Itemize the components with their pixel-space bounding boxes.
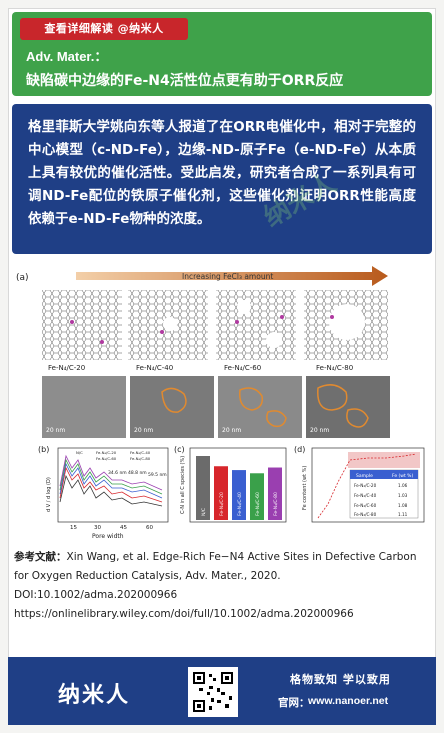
refs-citation: Xin Wang, et al. Edge‐Rich Fe−N4 Active … <box>14 551 417 582</box>
tem-c40 <box>130 376 214 438</box>
refs-doi: DOI:10.1002/adma.202000966 <box>14 589 178 601</box>
figure-panel: (a) Increasing FeCl₃ amount Fe-N₄/C-20 F… <box>12 262 432 540</box>
plot-d-row-2-sample: Fe-N₄/C-40 <box>354 493 377 498</box>
plot-b-legend-c60: Fe-N₄/C-60 <box>96 456 117 461</box>
plot-b-xtick-15: 15 <box>70 525 77 531</box>
plot-c-bars: N/C Fe-N₄/C-20 Fe-N₄/C-40 Fe-N₄/C-60 Fe-N₄/C… <box>196 456 282 520</box>
footer-banner: 纳米人 格物致知 学以致用 官网： www.nanoer.net <box>8 657 436 725</box>
plot-d-th-fe: Fe (wt %) <box>392 473 413 479</box>
journal-name: Adv. Mater.： <box>26 49 108 64</box>
qr-code-graphic <box>191 670 235 714</box>
plot-c-bar-label-0: N/C <box>201 508 207 516</box>
plot-c-bar-2 <box>232 470 246 520</box>
panel-a-label: (a) <box>16 273 29 283</box>
model-c60-hole-2 <box>266 332 282 348</box>
plot-d-ylabel: Fe content (wt %) <box>302 466 308 510</box>
refs-label: 参考文献： <box>14 551 67 563</box>
plot-b-series-c60 <box>59 458 163 495</box>
refs-url[interactable]: https://onlinelibrary.wiley.com/doi/full… <box>14 608 354 620</box>
plot-d-table-header-bg <box>350 470 418 479</box>
plot-c-bar-3 <box>250 473 264 520</box>
site-link[interactable]: www.nanoer.net <box>308 695 389 707</box>
plot-b-xtick-30: 30 <box>94 525 101 531</box>
summary-box: 格里菲斯大学姚向东等人报道了在ORR电催化中，相对于完整的中心模型（c-ND-F… <box>12 104 432 254</box>
plot-c-frame <box>189 447 287 523</box>
plot-c-bar-label-2: Fe-N₄/C-40 <box>237 492 243 516</box>
plot-d-row-1-sample: Fe-N₄/C-20 <box>354 483 377 488</box>
header-banner: 查看详细解读 @纳米人 Adv. Mater.： 缺陷碳中边缘的Fe-N4活性位… <box>12 12 432 96</box>
label-c20: Fe-N₄/C-20 <box>48 364 85 372</box>
arrow-label: Increasing FeCl₃ amount <box>182 272 273 281</box>
plot-b-xtick-60: 60 <box>146 525 153 531</box>
label-c40: Fe-N₄/C-40 <box>136 364 173 372</box>
label-c60: Fe-N₄/C-60 <box>224 364 261 372</box>
plot-b-ylabel: d V / d log (D) <box>46 477 52 512</box>
scale-bar-c80: 20 nm <box>310 427 329 434</box>
plot-d-table-rows: Fe-N₄/C-20 1.06 Fe-N₄/C-40 1.03 Fe-N₄/C-… <box>354 483 408 517</box>
brand-logo: 纳米人 <box>58 683 131 708</box>
plot-b-series-c20 <box>59 466 163 503</box>
qr-code-icon <box>188 667 238 717</box>
plot-c-bar-label-4: Fe-N₄/C-80 <box>273 492 279 516</box>
tem-images <box>42 376 390 438</box>
plot-d-frame <box>311 447 425 523</box>
plot-c-bar-0 <box>196 456 210 520</box>
scale-bar-c40: 20 nm <box>134 427 153 434</box>
summary-text: 格里菲斯大学姚向东等人报道了在ORR电催化中，相对于完整的中心模型（c-ND-F… <box>28 119 416 227</box>
model-c80-hole <box>329 304 365 340</box>
plot-b-legend-c20: Fe-N₄/C-20 <box>96 450 117 455</box>
plot-b-frame <box>57 447 169 523</box>
plot-b-legend-nc: N/C <box>76 450 83 455</box>
plot-b-legend: N/C Fe-N₄/C-20 Fe-N₄/C-40 Fe-N₄/C-60 Fe-… <box>76 450 151 461</box>
plot-d-row-1-fe: 1.06 <box>398 483 408 488</box>
plot-b-legend-c40: Fe-N₄/C-40 <box>130 450 151 455</box>
plot-d-row-4-sample: Fe-N₄/C-80 <box>354 512 377 517</box>
plot-d-highlight <box>348 452 420 468</box>
site-label: 官网： <box>278 697 310 709</box>
model-c60 <box>216 290 296 360</box>
plot-b-legend-c80: Fe-N₄/C-80 <box>130 456 151 461</box>
plot-c-bar-4 <box>268 467 282 520</box>
plot-b-series-c80 <box>59 454 163 491</box>
plot-c-bar-label-1: Fe-N₄/C-20 <box>219 492 225 516</box>
figure-svg: (a) Increasing FeCl₃ amount Fe-N₄/C-20 F… <box>16 266 425 540</box>
plot-b-ann-3: 59.5 nm <box>148 472 167 478</box>
model-c40-hole <box>163 317 177 331</box>
scale-bar-c20: 20 nm <box>46 427 65 434</box>
read-detail-button[interactable]: 查看详细解读 @纳米人 <box>20 18 188 40</box>
panel-d-label: (d) <box>294 445 305 454</box>
plot-d-row-2-fe: 1.03 <box>398 493 408 498</box>
plot-b-xlabel: Pore width <box>92 533 124 540</box>
scale-bar-c60: 20 nm <box>222 427 241 434</box>
plot-d-row-3-sample: Fe-N₄/C-60 <box>354 503 377 508</box>
plot-c-bar-label-3: Fe-N₄/C-60 <box>255 492 261 516</box>
hex-models <box>42 290 388 360</box>
label-c80: Fe-N₄/C-80 <box>316 364 353 372</box>
model-c60-hole-1 <box>237 300 251 314</box>
model-c20 <box>42 290 122 360</box>
tem-c20 <box>42 376 126 438</box>
panel-c-label: (c) <box>174 445 185 454</box>
plot-d-th-sample: Sample <box>356 473 373 479</box>
references: 参考文献：Xin Wang, et al. Edge‐Rich Fe−N4 Ac… <box>14 548 430 624</box>
plot-d-row-3-fe: 1.08 <box>398 503 408 508</box>
plot-b-series-c40 <box>59 462 163 499</box>
plot-c-bar-1 <box>214 466 228 520</box>
plot-c-ylabel: C-N in all C species (%) <box>180 456 186 514</box>
panel-b-label: (b) <box>38 445 49 454</box>
plot-b-xtick-45: 45 <box>120 525 127 531</box>
plot-b-ann-1: 34.6 nm <box>108 470 127 476</box>
plot-b-series-nc <box>59 474 163 507</box>
increasing-arrow <box>76 266 388 286</box>
plot-d-row-4-fe: 1.11 <box>398 512 408 517</box>
plot-b-ann-2: 48.8 nm <box>128 470 147 476</box>
slogan: 格物致知 学以致用 <box>290 673 391 686</box>
article-headline: 缺陷碳中边缘的Fe-N4活性位点更有助于ORR反应 <box>26 73 344 89</box>
plot-d-curve <box>317 453 417 519</box>
